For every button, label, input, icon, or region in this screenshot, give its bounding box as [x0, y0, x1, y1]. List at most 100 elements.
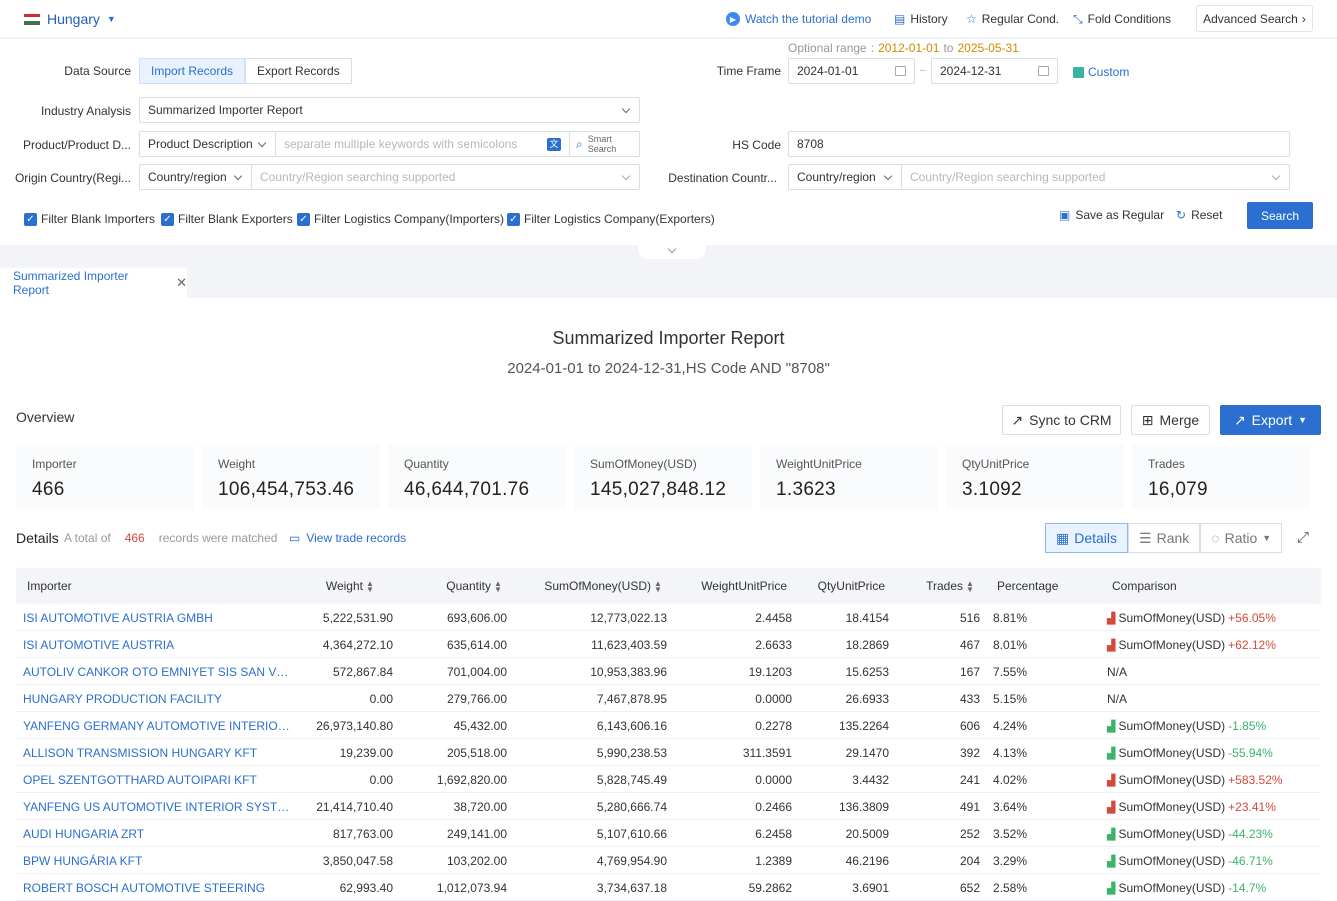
- chevron-down-icon: [883, 171, 893, 181]
- cell-weight: 19,239.00: [339, 746, 393, 760]
- col-comparison[interactable]: Comparison: [1112, 579, 1177, 593]
- export-records-tab[interactable]: Export Records: [245, 58, 352, 84]
- origin-type-select[interactable]: Country/region: [139, 164, 252, 190]
- cell-quantity: 205,518.00: [446, 746, 507, 760]
- view-switcher: ▦ Details ☰ Rank ◌ Ratio ▼: [1045, 523, 1283, 553]
- importer-name-link[interactable]: ROBERT BOSCH AUTOMOTIVE STEERING: [23, 881, 266, 895]
- col-percentage[interactable]: Percentage: [997, 579, 1059, 593]
- calendar-icon: [1038, 66, 1049, 76]
- regular-cond-button[interactable]: ☆ Regular Cond.: [966, 0, 1059, 38]
- stat-label: Importer: [32, 457, 77, 471]
- table-row: AUDI HUNGARIA ZRT 817,763.00 249,141.00 5,1…: [16, 820, 1321, 847]
- cell-trades: 392: [959, 746, 980, 760]
- optional-range-end: 2025-05-31: [957, 41, 1019, 55]
- translate-icon[interactable]: 文: [547, 138, 561, 151]
- filter-blank-importers-checkbox[interactable]: ✓ Filter Blank Importers: [24, 212, 155, 226]
- close-icon[interactable]: ✕: [176, 275, 187, 290]
- sort-icon: ▲ ▼: [966, 578, 974, 594]
- search-button[interactable]: Search: [1247, 202, 1313, 229]
- sync-crm-button[interactable]: ↗ Sync to CRM: [1002, 405, 1121, 435]
- importer-name-link[interactable]: ISI AUTOMOTIVE AUSTRIA GMBH: [23, 611, 213, 625]
- importer-name-link[interactable]: AUTOLIV CANKOR OTO EMNIYET SIS SAN VE TI…: [23, 665, 293, 679]
- importer-name-link[interactable]: ALLISON TRANSMISSION HUNGARY KFT: [23, 746, 258, 760]
- col-weight-unit-price[interactable]: WeightUnitPrice: [701, 579, 787, 593]
- filter-blank-exporters-checkbox[interactable]: ✓ Filter Blank Exporters: [161, 212, 293, 226]
- stat-value: 3.1092: [962, 479, 1022, 500]
- origin-country-input[interactable]: Country/Region searching supported: [251, 164, 640, 190]
- details-view-button[interactable]: ▦ Details: [1045, 523, 1129, 553]
- trend-chart-icon: ▟: [1107, 639, 1116, 652]
- importer-name-link[interactable]: AUDI HUNGARIA ZRT: [23, 827, 145, 841]
- table-icon: ▦: [1056, 529, 1070, 546]
- importer-name-link[interactable]: ISI AUTOMOTIVE AUSTRIA: [23, 638, 175, 652]
- date-from-input[interactable]: 2024-01-01: [788, 58, 915, 84]
- fullscreen-icon[interactable]: ⤢: [1297, 529, 1310, 546]
- col-importer[interactable]: Importer: [27, 579, 72, 593]
- cell-percentage: 3.52%: [993, 827, 1028, 841]
- chevron-right-icon: ›: [1301, 11, 1306, 26]
- hs-code-input[interactable]: 8708: [788, 131, 1290, 157]
- industry-label: Industry Analysis: [40, 104, 131, 118]
- overview-heading: Overview: [16, 409, 75, 425]
- reset-label: Reset: [1191, 208, 1223, 222]
- filter-logistics-importers-checkbox[interactable]: ✓ Filter Logistics Company(Importers): [297, 212, 504, 226]
- col-trades[interactable]: Trades ▲ ▼: [926, 579, 974, 593]
- importer-name-link[interactable]: HUNGARY PRODUCTION FACILITY: [23, 692, 222, 706]
- table-row: ALLISON TRANSMISSION HUNGARY KFT 19,239.0…: [16, 739, 1321, 766]
- destination-country-input[interactable]: Country/Region searching supported: [901, 164, 1290, 190]
- country-selector[interactable]: Hungary ▼: [24, 11, 116, 27]
- date-dash: [920, 70, 926, 71]
- product-keyword-input[interactable]: separate multiple keywords with semicolo…: [275, 131, 570, 157]
- importer-name-link[interactable]: BPW HUNGÁRIA KFT: [23, 854, 143, 868]
- product-placeholder: separate multiple keywords with semicolo…: [284, 137, 518, 151]
- filter-logistics-exporters-checkbox[interactable]: ✓ Filter Logistics Company(Exporters): [507, 212, 715, 226]
- cell-quantity: 45,432.00: [453, 719, 507, 733]
- tab-summarized-importer-report[interactable]: Summarized Importer Report ✕: [0, 268, 187, 298]
- smart-search-button[interactable]: ⌕ Smart Search: [569, 131, 640, 157]
- trend-chart-icon: ▟: [1107, 774, 1116, 787]
- fold-conditions-button[interactable]: ⤡ Fold Conditions: [1073, 0, 1171, 38]
- save-regular-button[interactable]: ▣ Save as Regular: [1059, 208, 1164, 222]
- reset-button[interactable]: ↻ Reset: [1176, 208, 1222, 222]
- report-area: Summarized Importer Report 2024-01-01 to…: [0, 298, 1337, 901]
- smart-search-label: Smart Search: [588, 134, 617, 154]
- cell-weight: 572,867.84: [332, 665, 393, 679]
- importer-name-link[interactable]: YANFENG US AUTOMOTIVE INTERIOR SYSTEMS: [23, 800, 293, 814]
- export-button[interactable]: ↗ Export ▼: [1220, 405, 1321, 435]
- smart-search-line1: Smart: [587, 134, 612, 144]
- cell-qty-unit-price: 18.4154: [845, 611, 889, 625]
- cell-sum: 3,734,637.18: [596, 881, 667, 895]
- cell-comparison: ▟ SumOfMoney(USD) +23.41%: [1107, 800, 1276, 814]
- import-records-tab[interactable]: Import Records: [139, 58, 246, 84]
- tutorial-label: Watch the tutorial demo: [745, 12, 872, 26]
- stat-value: 46,644,701.76: [404, 479, 530, 500]
- importer-name-link[interactable]: OPEL SZENTGOTTHARD AUTOIPARI KFT: [23, 773, 257, 787]
- history-button[interactable]: ▤ History: [894, 0, 948, 38]
- product-type-select[interactable]: Product Description: [139, 131, 276, 157]
- cell-quantity: 38,720.00: [453, 800, 507, 814]
- destination-type-select[interactable]: Country/region: [788, 164, 902, 190]
- cell-trades: 491: [959, 800, 980, 814]
- comparison-change: +583.52%: [1228, 773, 1283, 787]
- advanced-search-button[interactable]: Advanced Search ›: [1196, 5, 1313, 32]
- date-to-input[interactable]: 2024-12-31: [931, 58, 1058, 84]
- col-weight[interactable]: Weight ▲ ▼: [326, 579, 374, 593]
- importer-name-link[interactable]: YANFENG GERMANY AUTOMOTIVE INTERIOR SYST…: [23, 719, 293, 733]
- comparison-label: SumOfMoney(USD): [1118, 638, 1226, 652]
- industry-select[interactable]: Summarized Importer Report: [139, 97, 640, 123]
- stat-value: 145,027,848.12: [590, 479, 727, 500]
- trend-chart-icon: ▟: [1107, 828, 1116, 841]
- col-quantity[interactable]: Quantity ▲ ▼: [446, 579, 502, 593]
- rank-view-button[interactable]: ☰ Rank: [1128, 523, 1201, 553]
- col-trades-label: Trades: [926, 579, 963, 593]
- view-trade-records-link[interactable]: ▭ View trade records: [289, 531, 406, 545]
- ratio-view-button[interactable]: ◌ Ratio ▼: [1200, 523, 1283, 553]
- merge-button[interactable]: ⊞ Merge: [1131, 405, 1210, 435]
- tutorial-link[interactable]: ▶ Watch the tutorial demo: [726, 0, 871, 38]
- collapse-panel-button[interactable]: [638, 244, 706, 259]
- col-sum[interactable]: SumOfMoney(USD) ▲ ▼: [544, 579, 662, 593]
- merge-label: Merge: [1159, 412, 1200, 428]
- custom-button[interactable]: Custom: [1073, 65, 1129, 79]
- col-qty-unit-price[interactable]: QtyUnitPrice: [817, 579, 885, 593]
- cell-trades: 204: [959, 854, 980, 868]
